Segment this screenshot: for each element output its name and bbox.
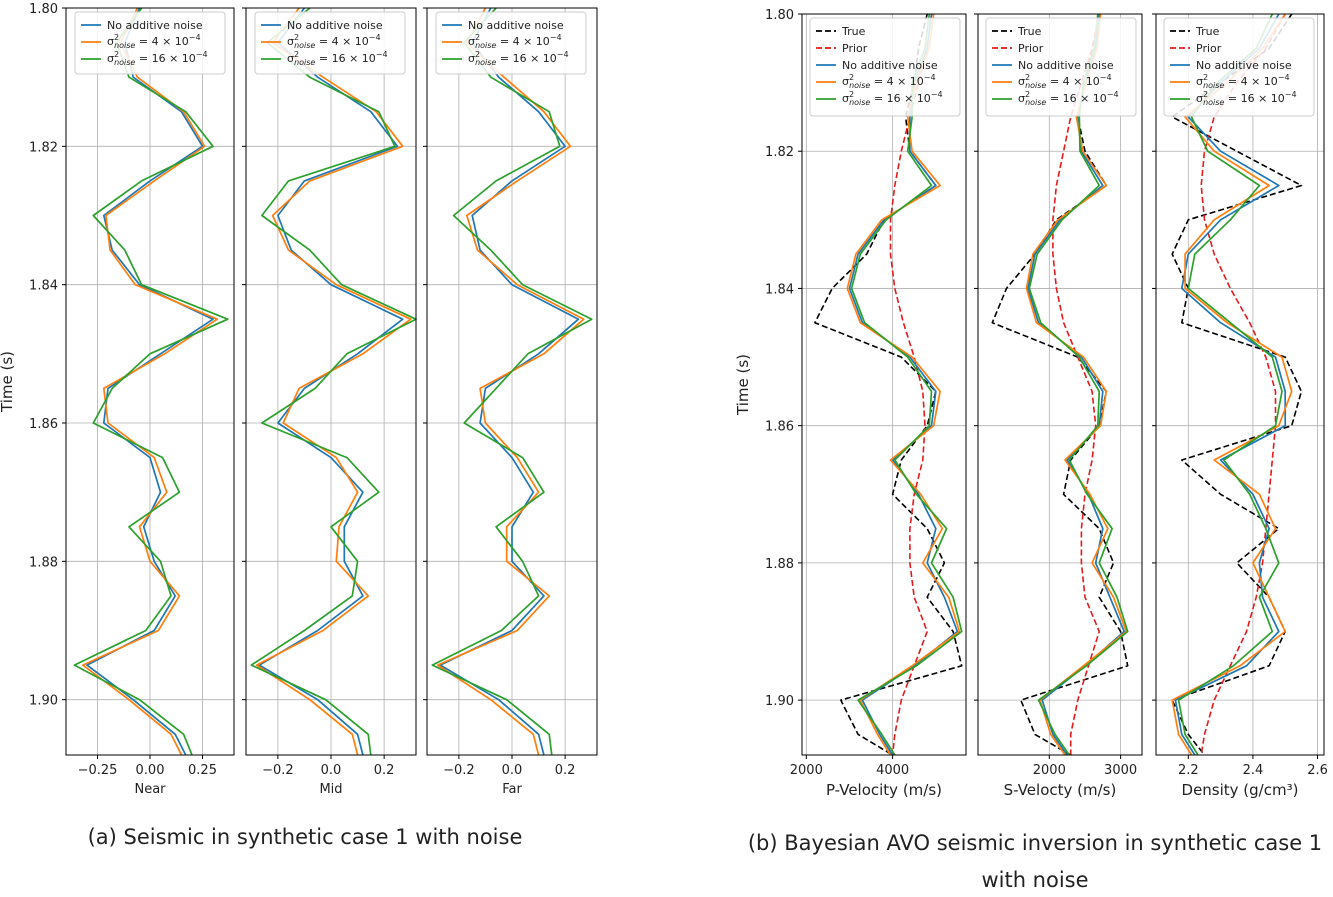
legend-label: σ2 noise = 16 × 10−4 bbox=[1018, 90, 1119, 107]
caption-b-line2: with noise bbox=[981, 868, 1089, 892]
series-line-noise4 bbox=[846, 13, 961, 756]
legend-label: σ2 noise = 4 × 10−4 bbox=[468, 33, 562, 50]
series-line-noise4 bbox=[81, 7, 219, 756]
series-line-true bbox=[991, 13, 1129, 756]
series-line-true bbox=[1171, 13, 1303, 756]
y-tick-label: 1.90 bbox=[29, 694, 58, 709]
series-line-prior bbox=[1052, 13, 1100, 755]
legend-box bbox=[435, 11, 587, 75]
legend-label: True bbox=[1017, 25, 1042, 38]
legend-label: No additive noise bbox=[107, 19, 203, 32]
series-line-no_noise bbox=[1174, 13, 1287, 756]
y-tick-label: 1.88 bbox=[29, 555, 58, 570]
legend-label: No additive noise bbox=[1196, 59, 1292, 72]
y-tick-label: 1.80 bbox=[29, 2, 58, 17]
series-line-prior bbox=[889, 13, 933, 756]
x-tick-label: 0.2 bbox=[555, 763, 576, 778]
legend-box bbox=[254, 11, 406, 75]
series-line-noise16 bbox=[1028, 13, 1129, 756]
legend-label: True bbox=[841, 25, 866, 38]
caption-a: (a) Seismic in synthetic case 1 with noi… bbox=[87, 825, 523, 849]
legend-label: Prior bbox=[842, 42, 868, 55]
axes-frame bbox=[977, 13, 1143, 756]
axes-frame bbox=[1155, 13, 1325, 756]
legend-label: σ2 noise = 4 × 10−4 bbox=[842, 73, 936, 90]
legend-label: σ2 noise = 4 × 10−4 bbox=[1018, 73, 1112, 90]
chart-panel-1: −0.25 0.00 0.25 1.80 1.82 1.84 1.86 1.88 1.90 Nea… bbox=[0, 2, 235, 797]
y-tick-label: 1.82 bbox=[765, 145, 794, 160]
legend-label: σ2 noise = 4 × 10−4 bbox=[1196, 73, 1290, 90]
series-line-noise4 bbox=[1025, 13, 1128, 756]
series-line-no_noise bbox=[439, 7, 580, 756]
series-line-noise16 bbox=[73, 7, 229, 756]
legend-label: Prior bbox=[1196, 42, 1222, 55]
series-line-noise16 bbox=[250, 7, 417, 756]
x-tick-label: −0.2 bbox=[262, 763, 294, 778]
legend-label: σ2 noise = 16 × 10−4 bbox=[287, 50, 388, 67]
caption-b-line1: (b) Bayesian AVO seismic inversion in sy… bbox=[747, 831, 1323, 855]
y-tick-label: 1.84 bbox=[765, 282, 794, 297]
series-line-noise4 bbox=[1171, 13, 1293, 756]
x-tick-label: 2.2 bbox=[1178, 763, 1199, 778]
legend-box bbox=[809, 17, 961, 117]
x-tick-label: 2.6 bbox=[1307, 763, 1328, 778]
x-tick-label: 2000 bbox=[1033, 763, 1066, 778]
x-tick-label: −0.25 bbox=[78, 763, 118, 778]
chart-panel-4: 2000 4000 1.80 1.82 1.84 1.86 1.88 1.90 P-Veloci… bbox=[734, 8, 967, 799]
y-tick-label: 1.86 bbox=[765, 420, 794, 435]
y-axis-label: Time (s) bbox=[734, 354, 752, 416]
legend-label: σ2 noise = 4 × 10−4 bbox=[107, 33, 201, 50]
y-tick-label: 1.84 bbox=[29, 279, 58, 294]
x-tick-label: 0.0 bbox=[321, 763, 342, 778]
x-tick-label: 0.0 bbox=[502, 763, 523, 778]
y-tick-label: 1.82 bbox=[29, 140, 58, 155]
legend-box bbox=[74, 11, 226, 75]
x-axis-label: Far bbox=[502, 782, 522, 797]
series-line-noise4 bbox=[436, 7, 585, 756]
series-line-noise16 bbox=[1177, 13, 1283, 756]
legend-box bbox=[1163, 17, 1315, 117]
x-tick-label: 2.4 bbox=[1243, 763, 1264, 778]
y-tick-label: 1.86 bbox=[29, 417, 58, 432]
legend-label: No additive noise bbox=[287, 19, 383, 32]
x-axis-label: S-Velocty (m/s) bbox=[1004, 781, 1117, 799]
axes-frame bbox=[801, 13, 967, 756]
legend-label: Prior bbox=[1018, 42, 1044, 55]
x-tick-label: 0.00 bbox=[136, 763, 165, 778]
x-axis-label: Density (g/cm³) bbox=[1182, 781, 1299, 799]
legend-label: σ2 noise = 4 × 10−4 bbox=[287, 33, 381, 50]
legend-label: σ2 noise = 16 × 10−4 bbox=[468, 50, 569, 67]
y-tick-label: 1.90 bbox=[765, 694, 794, 709]
series-line-prior bbox=[1200, 13, 1286, 756]
legend-label: σ2 noise = 16 × 10−4 bbox=[1196, 90, 1297, 107]
series-line-true bbox=[814, 13, 963, 756]
legend-label: No additive noise bbox=[1018, 59, 1114, 72]
legend-label: No additive noise bbox=[468, 19, 564, 32]
legend-label: σ2 noise = 16 × 10−4 bbox=[107, 50, 208, 67]
y-tick-label: 1.88 bbox=[765, 557, 794, 572]
x-tick-label: 2000 bbox=[790, 763, 823, 778]
legend-box bbox=[985, 17, 1137, 117]
series-line-noise16 bbox=[850, 13, 963, 756]
x-tick-label: −0.2 bbox=[443, 763, 475, 778]
chart-panel-5: 2000 3000 S-Velocty (m/s) True Prior No addit… bbox=[974, 13, 1143, 799]
chart-panel-6: 2.2 2.4 2.6 Density (g/cm³) True Prior No addi… bbox=[1152, 13, 1328, 799]
y-tick-label: 1.80 bbox=[765, 8, 794, 23]
legend-label: σ2 noise = 16 × 10−4 bbox=[842, 90, 943, 107]
legend-label: No additive noise bbox=[842, 59, 938, 72]
series-line-noise4 bbox=[255, 7, 412, 756]
x-axis-label: Mid bbox=[319, 782, 342, 797]
x-tick-label: 3000 bbox=[1104, 763, 1137, 778]
x-axis-label: Near bbox=[134, 782, 166, 797]
legend-label: True bbox=[1195, 25, 1220, 38]
x-tick-label: 4000 bbox=[876, 763, 909, 778]
x-tick-label: 0.2 bbox=[374, 763, 395, 778]
y-axis-label: Time (s) bbox=[0, 351, 16, 413]
series-line-noise16 bbox=[431, 7, 593, 756]
x-axis-label: P-Velocity (m/s) bbox=[826, 781, 942, 799]
x-tick-label: 0.25 bbox=[188, 763, 217, 778]
